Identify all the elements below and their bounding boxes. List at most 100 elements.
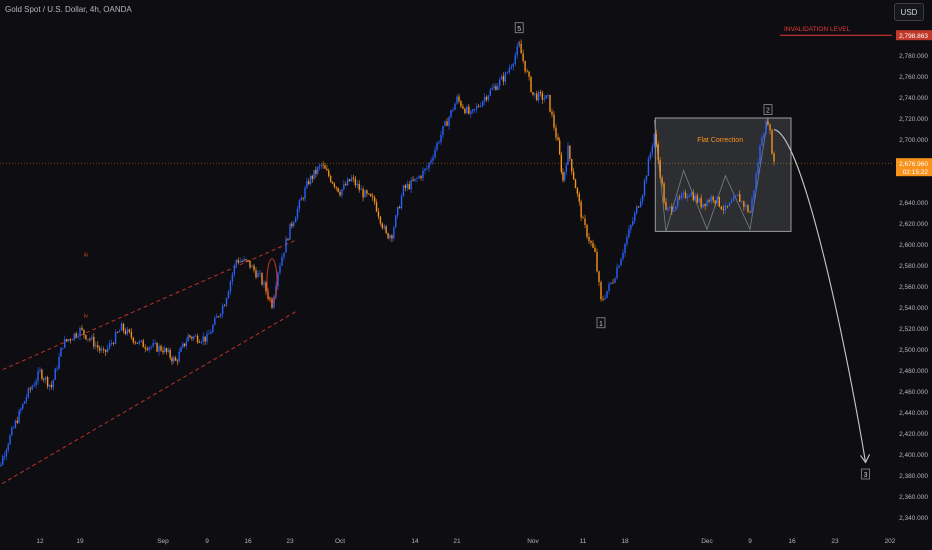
candle-body bbox=[285, 238, 287, 253]
y-tick-label: 2,480.000 bbox=[899, 368, 928, 375]
candle-body bbox=[116, 332, 119, 333]
candle-body bbox=[499, 79, 501, 86]
candle-body bbox=[518, 43, 520, 47]
candle-body bbox=[309, 175, 312, 185]
candle-body bbox=[341, 189, 343, 196]
candle-body bbox=[487, 95, 490, 100]
candle-body bbox=[530, 76, 532, 93]
candle-body bbox=[402, 185, 405, 197]
y-tick-label: 2,720.000 bbox=[899, 116, 928, 123]
candle-body bbox=[160, 346, 162, 351]
candle-body bbox=[67, 339, 70, 341]
candle-body bbox=[302, 198, 304, 200]
y-tick-label: 2,520.000 bbox=[899, 326, 928, 333]
x-tick-label: Dec bbox=[701, 538, 713, 545]
candle-body bbox=[64, 339, 66, 348]
candle-body bbox=[730, 201, 733, 203]
candle-body bbox=[661, 177, 663, 184]
candle-body bbox=[221, 305, 224, 315]
candle-body bbox=[541, 93, 544, 100]
candle-body bbox=[243, 259, 245, 262]
y-tick-label: 2,700.000 bbox=[899, 137, 928, 144]
candle-body bbox=[497, 85, 499, 91]
candle-body bbox=[287, 238, 289, 240]
candle-body bbox=[506, 72, 509, 73]
y-tick-label: 2,500.000 bbox=[899, 347, 928, 354]
candle-body bbox=[65, 339, 68, 341]
candle-body bbox=[446, 121, 448, 126]
candle-body bbox=[692, 192, 695, 201]
candle-body bbox=[737, 194, 739, 196]
candle-body bbox=[555, 127, 557, 138]
candle-body bbox=[269, 298, 271, 300]
candle-body bbox=[653, 133, 655, 147]
candle-body bbox=[235, 260, 237, 266]
candle-body bbox=[360, 189, 362, 191]
candle-body bbox=[426, 168, 428, 170]
candle-body bbox=[493, 86, 495, 89]
candle-body bbox=[528, 71, 530, 77]
candle-body bbox=[694, 195, 696, 201]
candle-body bbox=[69, 339, 72, 341]
candle-body bbox=[200, 341, 203, 343]
candle-body bbox=[62, 347, 64, 349]
candle-body bbox=[46, 377, 49, 387]
candle-body bbox=[316, 167, 319, 174]
candle-body bbox=[130, 331, 133, 338]
candle-body bbox=[237, 260, 239, 263]
candle-body bbox=[225, 298, 228, 306]
candle-body bbox=[422, 170, 424, 179]
candle-body bbox=[551, 111, 553, 115]
candle-body bbox=[3, 456, 6, 457]
candle-body bbox=[154, 343, 156, 344]
candle-body bbox=[2, 456, 4, 465]
candle-body bbox=[563, 171, 566, 181]
x-tick-label: 23 bbox=[286, 538, 294, 545]
y-tick-label: 2,560.000 bbox=[899, 284, 928, 291]
candle-body bbox=[345, 184, 347, 186]
candle-body bbox=[171, 357, 173, 362]
candle-body bbox=[358, 183, 360, 190]
candle-body bbox=[440, 134, 442, 143]
candle-body bbox=[602, 299, 604, 301]
candle-body bbox=[726, 205, 729, 207]
wave-label: iii bbox=[84, 253, 88, 259]
candle-body bbox=[594, 247, 596, 252]
x-tick-label: 23 bbox=[831, 538, 839, 545]
x-tick-label: 14 bbox=[411, 538, 419, 545]
candle-body bbox=[702, 203, 704, 208]
candle-body bbox=[655, 133, 657, 145]
candle-body bbox=[257, 273, 259, 278]
candle-body bbox=[387, 233, 389, 239]
candle-body bbox=[167, 350, 170, 352]
candle-body bbox=[667, 207, 669, 210]
candle-body bbox=[43, 379, 45, 380]
candle-body bbox=[428, 162, 430, 169]
candle-body bbox=[104, 349, 107, 352]
candle-body bbox=[187, 335, 189, 342]
candle-body bbox=[101, 349, 103, 351]
candle-body bbox=[324, 165, 326, 169]
candle-body bbox=[404, 185, 407, 188]
candle-body bbox=[79, 327, 81, 337]
candle-body bbox=[574, 179, 577, 189]
candle-body bbox=[418, 176, 420, 179]
candle-body bbox=[495, 86, 497, 91]
candle-body bbox=[356, 183, 359, 186]
candle-body bbox=[214, 317, 216, 326]
candle-body bbox=[771, 130, 773, 154]
x-tick-label: Oct bbox=[335, 538, 345, 545]
candle-body bbox=[651, 146, 654, 154]
candle-body bbox=[637, 206, 640, 208]
candle-body bbox=[604, 297, 606, 300]
candle-body bbox=[313, 169, 315, 179]
wave-label-box bbox=[861, 468, 870, 480]
candle-body bbox=[424, 168, 426, 171]
candle-body bbox=[745, 205, 747, 207]
candle-body bbox=[174, 357, 177, 361]
candle-body bbox=[326, 168, 328, 171]
currency-button[interactable]: USD bbox=[894, 3, 924, 21]
candle-body bbox=[193, 336, 195, 339]
